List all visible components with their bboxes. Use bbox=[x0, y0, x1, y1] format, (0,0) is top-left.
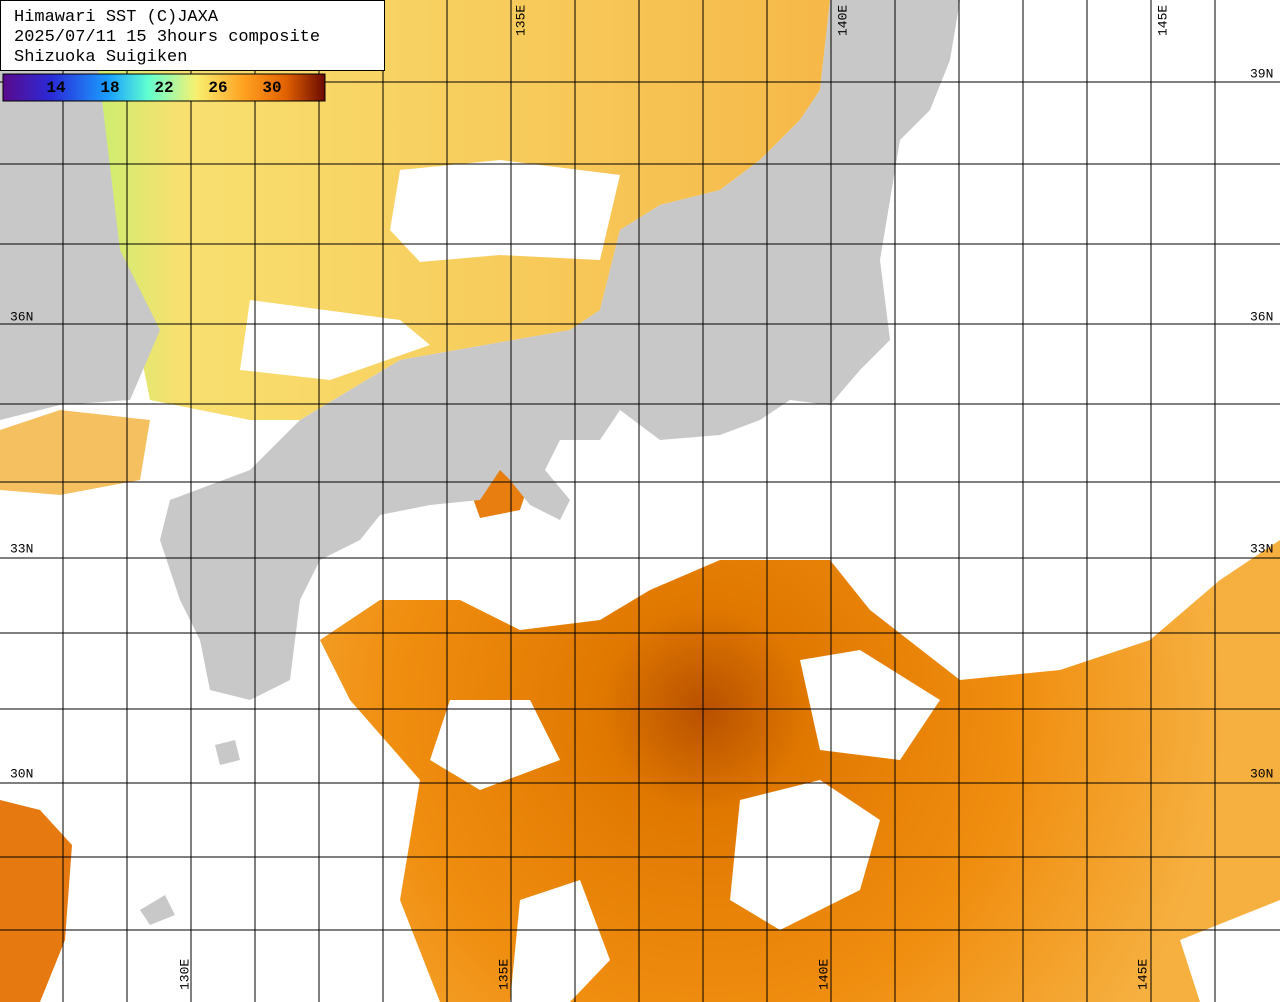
colorbar-label: 18 bbox=[100, 79, 119, 97]
lat-label: 33N bbox=[1250, 541, 1273, 556]
colorbar-label: 26 bbox=[208, 79, 227, 97]
land-japan bbox=[160, 0, 960, 700]
header-line: Himawari SST (C)JAXA bbox=[14, 8, 219, 27]
colorbar-label: 30 bbox=[262, 79, 281, 97]
lon-label: 140E bbox=[835, 5, 850, 36]
colorbar-gradient bbox=[2, 73, 326, 102]
header-line: 2025/07/11 15 3hours composite bbox=[14, 28, 320, 47]
lon-label: 130E bbox=[177, 959, 192, 990]
lon-label: 135E bbox=[496, 959, 511, 990]
lon-label: 145E bbox=[1135, 959, 1150, 990]
header: Himawari SST (C)JAXA 2025/07/11 15 3hour… bbox=[0, 0, 385, 71]
header-line: Shizuoka Suigiken bbox=[14, 48, 187, 67]
colorbar: 14 18 22 26 30 bbox=[2, 73, 326, 102]
lat-label: 33N bbox=[10, 541, 33, 556]
cloud bbox=[430, 700, 560, 790]
land-korea bbox=[0, 0, 160, 420]
land-island bbox=[140, 895, 175, 925]
sst-patch bbox=[0, 800, 72, 1002]
cloud bbox=[1180, 900, 1280, 1002]
lat-labels: 36N 33N 30N 39N 36N 33N 30N bbox=[10, 66, 1273, 781]
land bbox=[0, 0, 960, 925]
pacific-sst bbox=[320, 540, 1280, 1002]
lat-label: 30N bbox=[1250, 766, 1273, 781]
cloud bbox=[390, 160, 620, 262]
land-island bbox=[215, 740, 240, 765]
cloud bbox=[800, 650, 940, 760]
header-box bbox=[0, 0, 385, 71]
lat-label: 36N bbox=[10, 309, 33, 324]
lon-label: 145E bbox=[1155, 5, 1170, 36]
colorbar-label: 14 bbox=[46, 79, 66, 97]
lon-label: 135E bbox=[513, 5, 528, 36]
lon-labels: 135E 140E 145E 130E 135E 140E 145E bbox=[177, 5, 1170, 990]
lat-label: 30N bbox=[10, 766, 33, 781]
lat-label: 39N bbox=[1250, 66, 1273, 81]
lat-label: 36N bbox=[1250, 309, 1273, 324]
colorbar-label: 22 bbox=[154, 79, 173, 97]
sst-patch bbox=[0, 410, 150, 495]
cloud bbox=[510, 880, 610, 1002]
lon-label: 140E bbox=[816, 959, 831, 990]
